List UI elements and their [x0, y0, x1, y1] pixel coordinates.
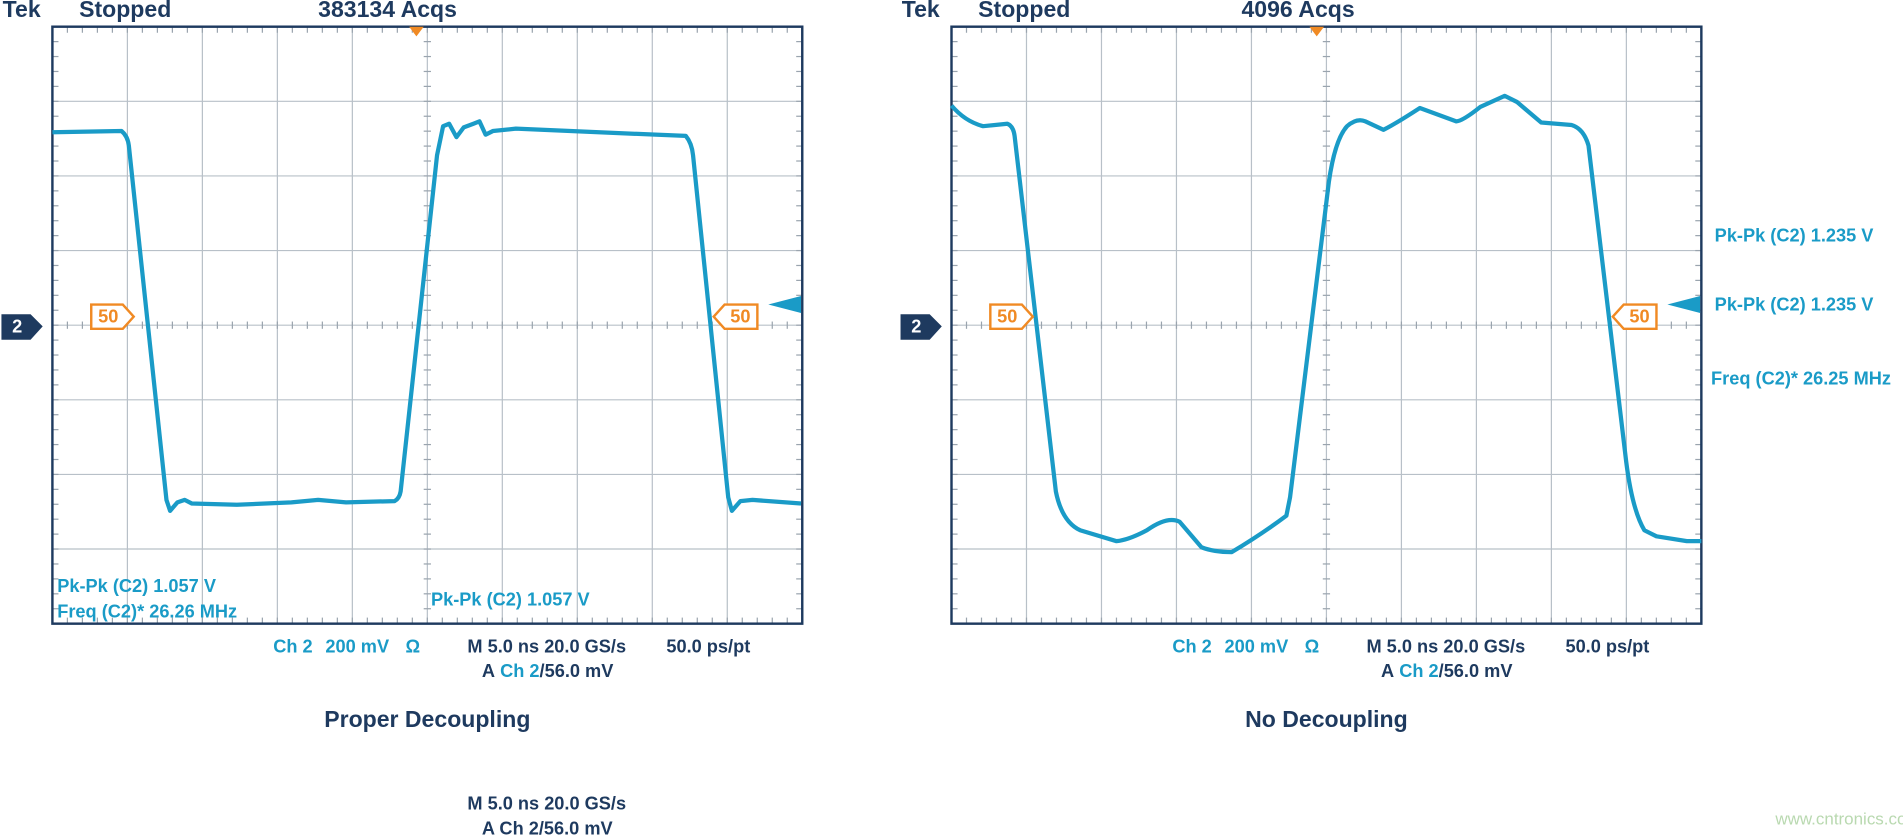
channel-marker-label: 2	[911, 316, 921, 336]
trigger-marker: 50	[90, 303, 136, 331]
measurement: Pk-Pk (C2) 1.235 V	[1715, 225, 1874, 245]
record: 50.0 ps/pt	[666, 637, 750, 657]
graticule-frame	[950, 25, 1703, 625]
measurement: Pk-Pk (C2) 1.235 V	[1715, 295, 1874, 315]
level-arrow	[768, 296, 802, 314]
trigger-info: A Ch 2/56.0 mV	[1381, 661, 1512, 681]
trigger-position	[1309, 26, 1324, 37]
level-arrow	[1667, 296, 1701, 314]
acquisitions: 383134 Acqs	[318, 0, 457, 22]
trigger-marker-label: 50	[997, 307, 1017, 327]
coupling: Ω	[1305, 637, 1320, 657]
trigger-info: A Ch 2/56.0 mV	[482, 661, 613, 681]
status: Stopped	[79, 0, 171, 22]
timebase: M 5.0 ns 20.0 GS/s	[1366, 637, 1525, 657]
measurement: Freq (C2)* 26.26 MHz	[57, 602, 237, 622]
measurement: Freq (C2)* 26.25 MHz	[1711, 369, 1891, 389]
acquisitions: 4096 Acqs	[1241, 0, 1354, 22]
record: 50.0 ps/pt	[1565, 637, 1649, 657]
brand: Tek	[3, 0, 41, 22]
trigger-marker-label: 50	[1629, 307, 1649, 327]
waveform	[949, 93, 1702, 555]
brand: Tek	[902, 0, 940, 22]
footnote-trigger: A Ch 2/56.0 mV	[482, 819, 613, 836]
caption: Proper Decoupling	[324, 706, 530, 732]
watermark: www.cntronics.com	[1774, 810, 1903, 829]
measurement: Pk-Pk (C2) 1.057 V	[431, 589, 590, 609]
timebase: M 5.0 ns 20.0 GS/s	[467, 637, 626, 657]
scale: 200 mV	[1225, 637, 1289, 657]
graticule-frame	[51, 25, 804, 625]
trigger-position	[409, 26, 424, 37]
measurement: Pk-Pk (C2) 1.057 V	[57, 576, 216, 596]
trigger-marker: 50	[989, 303, 1035, 331]
trigger-marker-label: 50	[98, 307, 118, 327]
status: Stopped	[978, 0, 1070, 22]
scale: 200 mV	[325, 637, 389, 657]
trigger-marker-label: 50	[730, 307, 750, 327]
channel: Ch 2	[273, 637, 312, 657]
waveform	[52, 119, 802, 513]
trigger-marker: 50	[712, 303, 759, 331]
channel-marker: 2	[1, 314, 43, 340]
coupling: Ω	[405, 637, 420, 657]
caption: No Decoupling	[1245, 706, 1408, 732]
channel: Ch 2	[1172, 637, 1211, 657]
channel-marker-label: 2	[12, 316, 22, 336]
grids	[51, 25, 1703, 625]
channel-marker: 2	[900, 314, 942, 340]
footnote-timebase: M 5.0 ns 20.0 GS/s	[467, 793, 626, 813]
trigger-marker: 50	[1611, 303, 1658, 331]
